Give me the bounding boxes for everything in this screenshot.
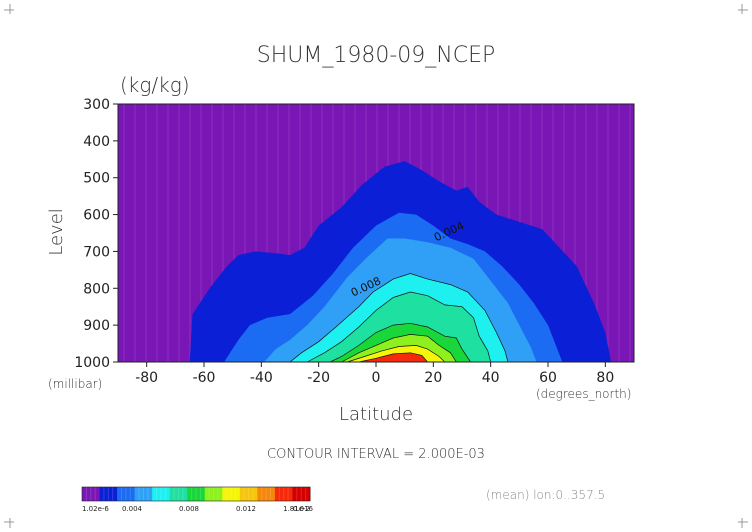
colorbar-swatch <box>117 487 136 501</box>
y-tick-label: 500 <box>83 171 110 187</box>
x-tick-label: 40 <box>482 370 500 386</box>
x-tick-label: -60 <box>193 370 216 386</box>
x-tick-label: 0 <box>372 370 381 386</box>
x-tick-label: 80 <box>596 370 614 386</box>
chart-title: SHUM_1980-09_NCEP <box>257 43 496 68</box>
colorbar-label: 0.016 <box>293 505 314 513</box>
colorbar-swatch <box>187 487 206 501</box>
colorbar-swatch <box>292 487 311 501</box>
colorbar-label: 1.02e-6 <box>82 505 109 513</box>
y-tick-label: 900 <box>83 318 110 334</box>
colorbar-label: 0.012 <box>236 505 256 513</box>
colorbar-swatch <box>82 487 101 501</box>
x-axis: -80 -60 -40 -20 0 20 40 60 80 <box>135 362 614 386</box>
x-tick-label: 60 <box>539 370 557 386</box>
y-tick-label: 600 <box>83 208 110 224</box>
colorbar-swatch <box>204 487 223 501</box>
x-unit-label: (degrees_north) <box>536 387 631 401</box>
units-label: (kg/kg) <box>120 73 190 97</box>
colorbar-swatch <box>152 487 171 501</box>
y-unit-label: (millibar) <box>48 377 102 391</box>
crop-marks <box>4 4 748 528</box>
colorbar-label: 0.004 <box>122 505 143 513</box>
x-tick-label: -40 <box>250 370 273 386</box>
colorbar-swatch <box>169 487 188 501</box>
y-tick-label: 1000 <box>74 355 110 371</box>
colorbar-swatch <box>134 487 153 501</box>
colorbar-swatch <box>257 487 276 501</box>
x-tick-label: -80 <box>135 370 158 386</box>
y-tick-label: 700 <box>83 244 110 260</box>
x-tick-label: 20 <box>424 370 442 386</box>
colorbar-label: 1.81e-2 <box>283 505 310 513</box>
y-axis-label: Level <box>46 208 67 256</box>
y-tick-label: 800 <box>83 281 110 297</box>
x-tick-label: -20 <box>307 370 330 386</box>
colorbar-swatch <box>239 487 258 501</box>
y-tick-label: 400 <box>83 134 110 150</box>
contour-interval-text: CONTOUR INTERVAL = 2.000E-03 <box>267 447 485 462</box>
colorbar-frame <box>81 486 311 502</box>
colorbar-swatch <box>274 487 293 501</box>
colorbar-swatch <box>222 487 241 501</box>
x-axis-label: Latitude <box>339 404 413 425</box>
colorbar-label: 0.008 <box>179 505 199 513</box>
mean-note: (mean) lon:0..357.5 <box>486 488 605 502</box>
y-tick-label: 300 <box>83 97 110 113</box>
colorbar-swatch <box>99 487 118 501</box>
y-axis: 300 400 500 600 700 800 900 1000 <box>74 97 118 371</box>
